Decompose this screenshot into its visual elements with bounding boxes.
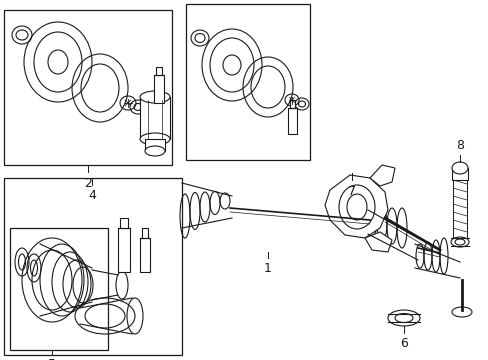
Bar bbox=[118, 228, 130, 272]
Ellipse shape bbox=[140, 133, 170, 145]
Bar bbox=[140, 238, 150, 272]
Text: 8: 8 bbox=[455, 139, 463, 152]
Text: 7: 7 bbox=[347, 185, 355, 198]
Bar bbox=[289, 100, 294, 108]
Bar bbox=[140, 97, 170, 139]
Bar bbox=[4, 178, 182, 355]
Text: 5: 5 bbox=[48, 358, 56, 360]
Bar bbox=[142, 228, 148, 238]
Text: 1: 1 bbox=[264, 262, 271, 275]
Bar bbox=[287, 108, 296, 134]
Bar bbox=[185, 4, 309, 160]
Bar bbox=[4, 10, 172, 165]
Bar bbox=[451, 168, 467, 180]
Bar bbox=[156, 67, 162, 75]
Text: 3: 3 bbox=[244, 0, 251, 2]
Text: 2: 2 bbox=[84, 177, 92, 190]
Text: 4: 4 bbox=[88, 189, 96, 202]
Bar bbox=[10, 228, 108, 350]
Bar bbox=[145, 139, 164, 151]
Polygon shape bbox=[325, 175, 387, 238]
Ellipse shape bbox=[145, 146, 164, 156]
Bar bbox=[120, 218, 128, 228]
Polygon shape bbox=[364, 232, 391, 252]
Ellipse shape bbox=[451, 307, 471, 317]
Ellipse shape bbox=[451, 162, 467, 174]
Polygon shape bbox=[369, 165, 394, 186]
Bar bbox=[154, 75, 163, 103]
Ellipse shape bbox=[450, 237, 468, 247]
Text: 6: 6 bbox=[399, 337, 407, 350]
Ellipse shape bbox=[140, 91, 170, 103]
Ellipse shape bbox=[387, 310, 419, 326]
